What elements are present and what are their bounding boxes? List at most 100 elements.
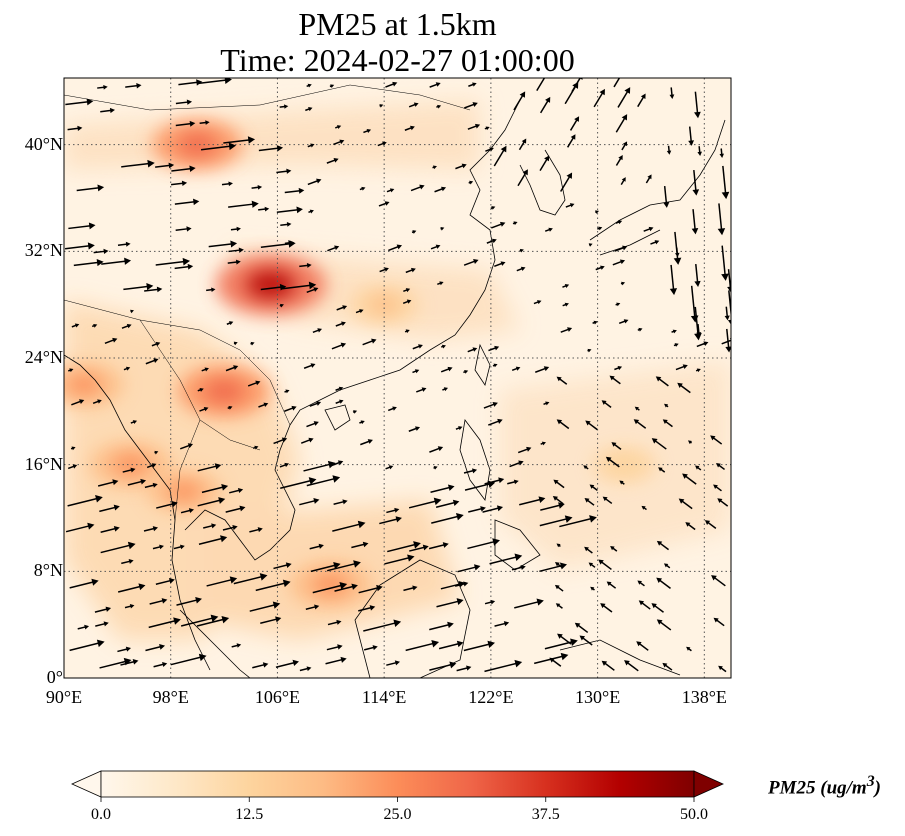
wind-arrow xyxy=(279,303,284,308)
wind-arrow xyxy=(694,263,701,287)
colorbar-extend-max xyxy=(693,770,724,798)
wind-arrow xyxy=(695,465,702,471)
lon-tick-label: 138°E xyxy=(681,687,727,707)
wind-arrow xyxy=(716,463,726,471)
wind-arrow xyxy=(153,661,168,668)
wind-arrow xyxy=(650,240,660,245)
wind-arrow xyxy=(408,426,421,432)
lon-tick-label: 122°E xyxy=(468,687,514,707)
wind-arrow xyxy=(359,420,365,425)
wind-arrow xyxy=(334,583,358,592)
wind-arrow xyxy=(612,259,626,266)
wind-arrow xyxy=(556,376,568,385)
wind-arrow xyxy=(488,418,503,426)
wind-arrow xyxy=(170,653,207,666)
wind-arrow xyxy=(645,174,652,184)
wind-arrow xyxy=(258,145,284,152)
wind-arrow xyxy=(411,230,417,234)
wind-arrow xyxy=(363,619,402,632)
wind-arrow xyxy=(206,576,238,587)
china-east-coastline xyxy=(289,99,521,426)
wind-arrow xyxy=(637,327,643,332)
wind-arrow xyxy=(279,104,289,109)
wind-arrow xyxy=(615,302,621,307)
sumatra-coastline xyxy=(179,609,251,678)
wind-arrow xyxy=(68,222,96,230)
wind-arrow xyxy=(229,487,244,494)
hainan-coastline xyxy=(324,404,351,431)
wind-arrow xyxy=(335,321,346,327)
graticule xyxy=(64,78,731,678)
wind-arrow xyxy=(252,662,269,669)
wind-arrow xyxy=(284,389,290,394)
wind-arrow xyxy=(695,368,701,373)
wind-arrow xyxy=(358,584,383,594)
wind-arrow xyxy=(540,441,547,446)
wind-arrow xyxy=(227,405,233,410)
wind-arrow xyxy=(555,603,563,609)
colorbar-label-superscript: 3 xyxy=(866,773,875,790)
lon-tick-label: 114°E xyxy=(361,687,407,707)
wind-arrow xyxy=(155,577,175,586)
wind-arrow xyxy=(617,87,631,108)
wind-arrow xyxy=(455,426,463,431)
wind-arrow xyxy=(675,364,688,371)
hotspot-north-china-band xyxy=(177,132,218,157)
wind-arrow xyxy=(662,662,673,671)
wind-arrow xyxy=(602,496,613,505)
wind-arrow xyxy=(359,186,366,191)
wind-arrow xyxy=(305,604,320,610)
wind-arrow xyxy=(691,209,699,235)
wind-arrow xyxy=(120,659,139,666)
wind-arrow xyxy=(65,98,94,106)
wind-arrow xyxy=(694,91,701,119)
wind-arrow xyxy=(429,621,454,631)
coastlines xyxy=(64,84,726,678)
korea-coastline xyxy=(519,149,566,216)
wind-arrow xyxy=(97,84,108,90)
wind-arrow xyxy=(492,363,498,368)
wind-arrow xyxy=(724,306,730,321)
wind-arrow xyxy=(95,621,109,627)
wind-arrow xyxy=(101,257,132,265)
wind-arrow xyxy=(251,185,263,190)
wind-arrow xyxy=(97,479,119,487)
wind-arrow xyxy=(260,283,287,291)
wind-arrow xyxy=(624,660,639,672)
wind-arrow xyxy=(130,309,134,314)
wind-arrow xyxy=(180,508,194,514)
wind-arrow xyxy=(467,538,500,550)
wind-arrow xyxy=(554,562,564,569)
wind-arrow xyxy=(334,125,342,129)
wind-arrow xyxy=(535,366,550,373)
wind-arrow xyxy=(463,468,478,474)
wind-arrow xyxy=(721,245,729,281)
wind-arrow xyxy=(327,619,342,626)
wind-arrow xyxy=(273,437,288,445)
wind-arrow xyxy=(403,585,418,592)
wind-arrow xyxy=(429,446,444,453)
wind-arrow xyxy=(673,343,679,347)
wind-arrow xyxy=(73,258,104,267)
wind-arrow xyxy=(543,401,550,406)
wind-arrow xyxy=(228,200,259,208)
lat-tick-label: 8°N xyxy=(33,560,63,581)
wind-arrow xyxy=(718,665,727,673)
wind-arrow xyxy=(307,178,322,186)
wind-arrow xyxy=(682,473,697,485)
wind-arrow xyxy=(279,462,290,468)
wind-arrow xyxy=(68,368,74,373)
wind-arrow xyxy=(258,206,270,212)
wind-arrow xyxy=(146,463,157,469)
wind-arrow xyxy=(621,141,628,151)
wind-arrow xyxy=(549,657,562,667)
wind-arrow xyxy=(225,365,239,372)
wind-arrow xyxy=(306,475,341,487)
wind-arrow xyxy=(199,406,209,412)
wind-arrow xyxy=(675,247,680,258)
wind-arrow xyxy=(579,635,593,646)
wind-arrow xyxy=(154,450,159,455)
wind-arrow xyxy=(464,102,478,109)
wind-arrow xyxy=(637,93,646,108)
wind-arrow xyxy=(155,257,191,266)
